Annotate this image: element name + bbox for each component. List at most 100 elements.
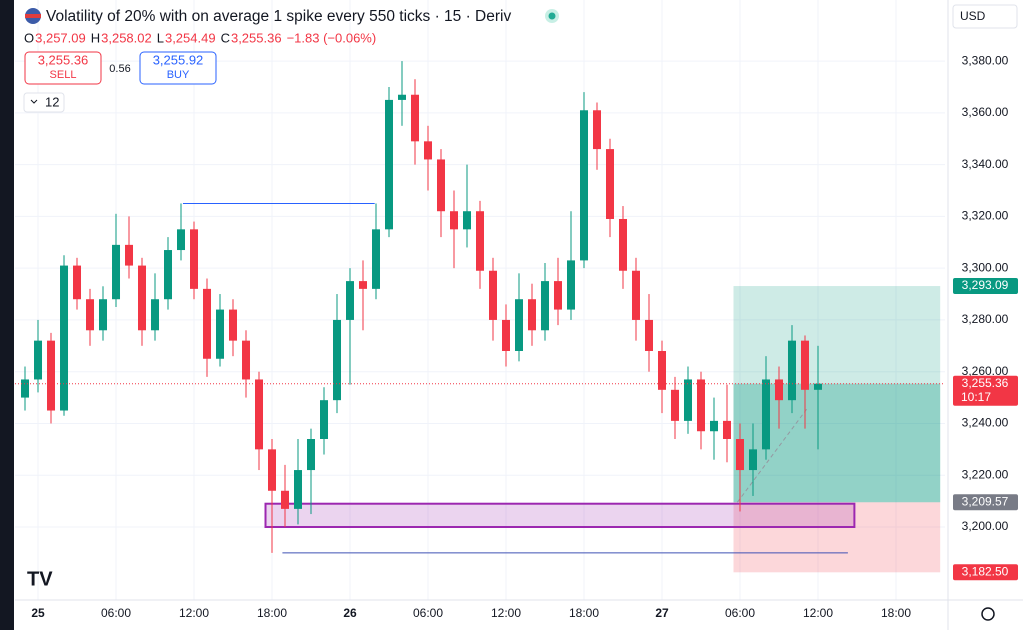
- change: −1.83 (−0.06%): [287, 30, 377, 45]
- side-frame: [0, 0, 14, 630]
- y-tick-label: 3,260.00: [962, 364, 1009, 378]
- candle-body: [813, 383, 822, 390]
- candle-body: [190, 229, 199, 289]
- candle-body: [774, 379, 783, 401]
- x-tick-label: 27: [655, 606, 669, 620]
- y-tick-label: 3,320.00: [962, 209, 1009, 223]
- x-tick-label: 12:00: [803, 606, 833, 620]
- candle-body: [657, 350, 666, 390]
- candle-body: [566, 260, 575, 310]
- candle-body: [203, 288, 212, 359]
- x-tick-label: 12:00: [179, 606, 209, 620]
- candle-body: [177, 229, 186, 251]
- candle-body: [99, 299, 108, 331]
- candle-body: [579, 110, 588, 261]
- candle-body: [138, 265, 147, 331]
- price-label: 3,182.50: [962, 564, 1009, 578]
- y-tick-label: 3,200.00: [962, 519, 1009, 533]
- ohlc-key: C: [221, 30, 230, 45]
- candle-body: [424, 141, 433, 160]
- candle-body: [683, 379, 692, 421]
- candle-body: [47, 340, 56, 411]
- candle-body: [592, 110, 601, 150]
- candle-body: [761, 379, 770, 450]
- candle-body: [34, 340, 43, 380]
- candle-body: [151, 299, 160, 331]
- chevron: [30, 99, 38, 104]
- symbol-title: Volatility of 20% with on average 1 spik…: [46, 8, 511, 25]
- candle-body: [722, 420, 731, 439]
- candle-body: [605, 149, 614, 219]
- buy-label[interactable]: BUY: [167, 69, 190, 81]
- candle-body: [359, 281, 368, 289]
- candle-body: [281, 490, 290, 509]
- settings-icon[interactable]: [981, 607, 995, 621]
- buy-button[interactable]: [139, 51, 217, 85]
- candle-body: [86, 299, 95, 331]
- price-label-box: [953, 278, 1018, 295]
- candle-body: [553, 281, 562, 310]
- price-label-box: [953, 375, 1018, 406]
- currency[interactable]: USD: [960, 9, 986, 23]
- y-tick-label: 3,360.00: [962, 105, 1009, 119]
- sell-label[interactable]: SELL: [50, 69, 77, 81]
- candle-body: [476, 211, 484, 271]
- candle-body: [787, 340, 796, 401]
- candle-body: [385, 99, 394, 230]
- price-label-box: [953, 494, 1018, 511]
- x-tick-label: 18:00: [257, 606, 287, 620]
- candle-body: [450, 211, 459, 230]
- candle-body: [333, 319, 342, 401]
- buy-price[interactable]: 3,255.92: [153, 52, 204, 67]
- y-tick-label: 3,280.00: [962, 312, 1009, 326]
- y-tick-label: 3,220.00: [962, 467, 1009, 481]
- stop-area: [733, 502, 941, 573]
- indicators-toggle[interactable]: [23, 92, 65, 113]
- candle-body: [268, 449, 277, 491]
- candle-body: [411, 94, 420, 142]
- candle-body: [709, 420, 718, 432]
- candle-body: [372, 229, 381, 289]
- countdown: 10:17: [961, 390, 991, 404]
- candle-body: [618, 218, 627, 271]
- candle-body: [488, 270, 497, 320]
- candle-body: [644, 319, 653, 351]
- candle-body: [216, 309, 225, 359]
- ohlc-key: H: [91, 30, 100, 45]
- flag-stripe: [25, 14, 41, 18]
- candle-body: [735, 438, 744, 471]
- x-tick-label: 06:00: [413, 606, 443, 620]
- candle-body: [320, 400, 329, 439]
- candle-body: [164, 250, 173, 300]
- candle-body: [696, 379, 705, 432]
- candle-body: [307, 438, 316, 471]
- currency-button[interactable]: [952, 4, 1018, 29]
- sell-price[interactable]: 3,255.36: [38, 52, 89, 67]
- price-label: 3,209.57: [962, 494, 1009, 508]
- candle-body: [514, 299, 523, 351]
- price-label-box: [953, 564, 1018, 581]
- candle-body: [60, 265, 69, 411]
- candle-body: [294, 470, 303, 509]
- spread: 0.56: [109, 63, 130, 75]
- candle-body: [501, 319, 510, 351]
- candle-body: [800, 340, 809, 390]
- indicators-count[interactable]: 12: [45, 94, 59, 109]
- candle-body: [255, 379, 264, 450]
- candle-body: [346, 281, 355, 320]
- x-tick-label: 18:00: [881, 606, 911, 620]
- price-label: 3,293.09: [962, 278, 1009, 292]
- ohlc-value: 3,258.02: [101, 30, 152, 45]
- candle-body: [631, 270, 640, 320]
- candle-body: [398, 94, 407, 100]
- price-label: 3,255.36: [962, 376, 1009, 390]
- status-dot: [548, 12, 556, 20]
- sell-button[interactable]: [24, 51, 102, 85]
- plot: [15, 0, 945, 600]
- x-tick-label: 18:00: [569, 606, 599, 620]
- candle-body: [748, 449, 757, 471]
- candle-body: [527, 299, 536, 331]
- y-tick-label: 3,380.00: [962, 53, 1009, 67]
- candle-body: [125, 244, 134, 266]
